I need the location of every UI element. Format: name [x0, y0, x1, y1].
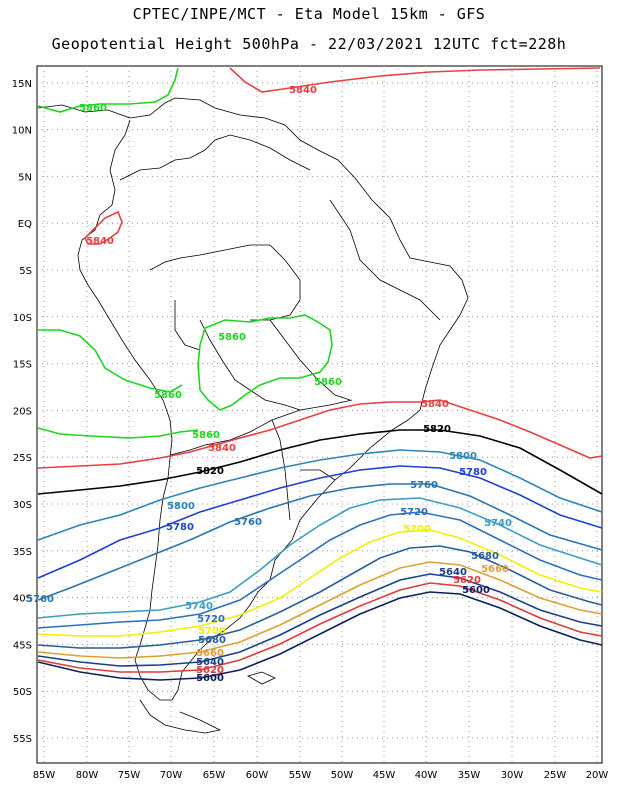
contour-5840-north — [229, 67, 601, 93]
lon-label: 40W — [415, 770, 438, 781]
lat-label: 50S — [13, 687, 32, 698]
contour-label: 5820 — [423, 424, 451, 435]
lat-label: EQ — [18, 219, 32, 230]
contour-label: 5840 — [208, 443, 236, 454]
lon-label: 80W — [76, 770, 99, 781]
contour-5860-interior — [197, 314, 333, 411]
contour-label: 5760 — [410, 480, 438, 491]
lon-label: 45W — [373, 770, 396, 781]
lon-label: 25W — [544, 770, 567, 781]
contour-label: 5720 — [197, 614, 225, 625]
contour-5720 — [37, 511, 603, 629]
lon-label: 75W — [118, 770, 141, 781]
contour-label: 5860 — [154, 390, 182, 401]
contour-label: 5660 — [481, 564, 509, 575]
coastlines — [37, 97, 469, 734]
contour-5600 — [37, 591, 603, 681]
contour-label: 5680 — [471, 551, 499, 562]
contour-5740 — [37, 497, 603, 619]
lon-label: 70W — [160, 770, 183, 781]
contour-label: 5640 — [439, 567, 467, 578]
axis-labels: 15N 10N 5N EQ 5S 10S 15S 20S 25S 30S 35S 40S 45S 50S 5… — [12, 79, 609, 781]
lat-label: 20S — [13, 406, 32, 417]
lon-label: 65W — [203, 770, 226, 781]
contour-label: 5680 — [198, 635, 226, 646]
lat-label: 5S — [19, 266, 32, 277]
contour-label: 5600 — [196, 673, 224, 684]
map-title: CPTEC/INPE/MCT - Eta Model 15km - GFS — [132, 5, 486, 23]
contour-label: 5860 — [218, 332, 246, 343]
contour-5860-north — [37, 67, 179, 113]
lat-label: 15N — [12, 79, 32, 90]
lon-label: 85W — [33, 770, 56, 781]
contour-label: 5780 — [459, 467, 487, 478]
contour-label: 5740 — [484, 518, 512, 529]
lat-label: 25S — [13, 453, 32, 464]
lat-label: 40S — [13, 594, 32, 605]
contour-label: 5800 — [167, 501, 195, 512]
lat-label: 10N — [12, 126, 32, 137]
contour-label: 5640 — [196, 657, 224, 668]
map-subtitle: Geopotential Height 500hPa - 22/03/2021 … — [51, 35, 567, 53]
lat-label: 35S — [13, 547, 32, 558]
lon-label: 60W — [246, 770, 269, 781]
contour-label: 5700 — [403, 524, 431, 535]
contour-label: 5860 — [314, 377, 342, 388]
contour-5620 — [37, 582, 603, 673]
contour-label: 5860 — [79, 103, 107, 114]
contour-label: 5660 — [196, 648, 224, 659]
contour-label: 5780 — [166, 522, 194, 533]
contour-label: 5720 — [400, 507, 428, 518]
contour-5760 — [37, 483, 603, 601]
lat-label: 55S — [13, 734, 32, 745]
contour-label: 5700 — [198, 626, 226, 637]
contour-label: 5820 — [196, 466, 224, 477]
contour-label: 5760 — [26, 594, 54, 605]
contour-5840-ecuador — [84, 210, 123, 245]
contour-5660 — [37, 561, 603, 659]
contour-5840-east — [439, 399, 603, 459]
contour-labels: 5840 5860 5840 5860 5860 5860 5860 5840 5840 5820… — [26, 85, 512, 684]
contour-5840-south — [37, 399, 441, 469]
contour-5820 — [37, 429, 603, 495]
lon-label: 20W — [586, 770, 609, 781]
contour-label: 5840 — [86, 236, 114, 247]
contour-5860-west — [38, 329, 183, 393]
contour-5780 — [37, 465, 603, 579]
lat-label: 45S — [13, 640, 32, 651]
contour-5680 — [37, 545, 603, 649]
contour-label: 5740 — [185, 601, 213, 612]
contour-5860-south — [37, 427, 199, 439]
contour-5800 — [37, 449, 603, 541]
lat-label: 30S — [13, 500, 32, 511]
lon-label: 50W — [331, 770, 354, 781]
contour-label: 5600 — [462, 585, 490, 596]
lon-label: 30W — [501, 770, 524, 781]
contour-5700 — [37, 529, 603, 637]
contour-5640 — [37, 573, 603, 667]
lat-label: 10S — [13, 313, 32, 324]
contour-label: 5760 — [234, 517, 262, 528]
contour-label: 5800 — [449, 451, 477, 462]
contour-label: 5620 — [453, 575, 481, 586]
lat-label: 5N — [18, 172, 32, 183]
contour-label: 5860 — [192, 430, 220, 441]
contour-label: 5840 — [289, 85, 317, 96]
contour-label: 5840 — [421, 399, 449, 410]
lon-label: 35W — [458, 770, 481, 781]
contour-label: 5620 — [196, 665, 224, 676]
lon-label: 55W — [289, 770, 312, 781]
lat-label: 15S — [13, 360, 32, 371]
contour-lines — [37, 67, 603, 681]
